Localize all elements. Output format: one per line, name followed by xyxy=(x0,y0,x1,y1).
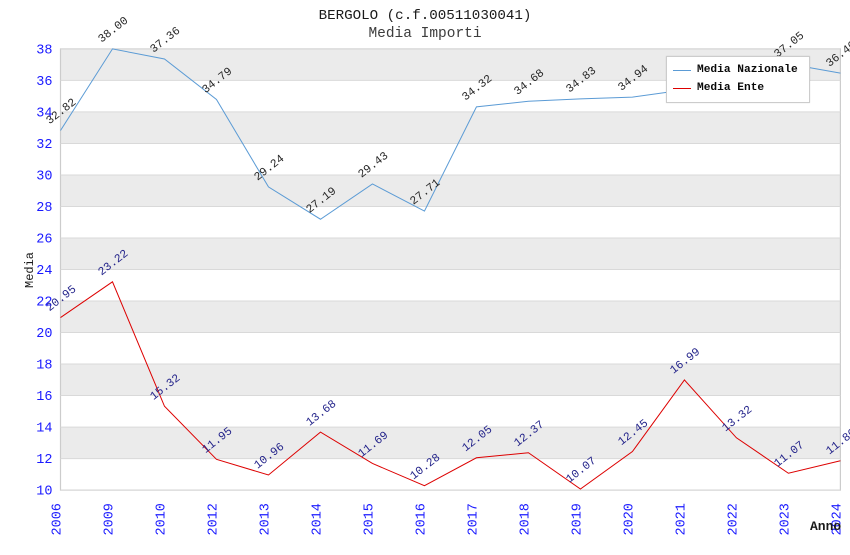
svg-text:2006: 2006 xyxy=(51,503,66,535)
svg-text:24: 24 xyxy=(36,264,52,279)
svg-text:34: 34 xyxy=(36,106,52,121)
svg-text:2014: 2014 xyxy=(310,503,325,535)
svg-text:12: 12 xyxy=(36,453,52,468)
svg-text:22: 22 xyxy=(36,296,52,311)
svg-text:14: 14 xyxy=(36,422,52,437)
svg-text:2016: 2016 xyxy=(414,503,429,535)
svg-text:2013: 2013 xyxy=(258,503,273,535)
svg-text:38: 38 xyxy=(36,43,52,58)
svg-text:26: 26 xyxy=(36,232,52,247)
svg-text:2017: 2017 xyxy=(466,503,481,535)
svg-text:2023: 2023 xyxy=(778,503,793,535)
svg-text:2021: 2021 xyxy=(674,503,689,535)
svg-text:32: 32 xyxy=(36,138,52,153)
svg-text:18: 18 xyxy=(36,359,52,374)
svg-text:28: 28 xyxy=(36,201,52,216)
svg-text:2009: 2009 xyxy=(102,503,117,535)
svg-text:2019: 2019 xyxy=(570,503,585,535)
svg-text:2018: 2018 xyxy=(518,503,533,535)
svg-text:2020: 2020 xyxy=(622,503,637,535)
svg-text:20: 20 xyxy=(36,327,52,342)
svg-text:2015: 2015 xyxy=(362,503,377,535)
svg-text:2010: 2010 xyxy=(154,503,169,535)
svg-text:36: 36 xyxy=(36,75,52,90)
svg-text:16: 16 xyxy=(36,390,52,405)
svg-text:2022: 2022 xyxy=(726,503,741,535)
svg-text:30: 30 xyxy=(36,169,52,184)
svg-text:2012: 2012 xyxy=(206,503,221,535)
svg-text:10: 10 xyxy=(36,485,52,500)
